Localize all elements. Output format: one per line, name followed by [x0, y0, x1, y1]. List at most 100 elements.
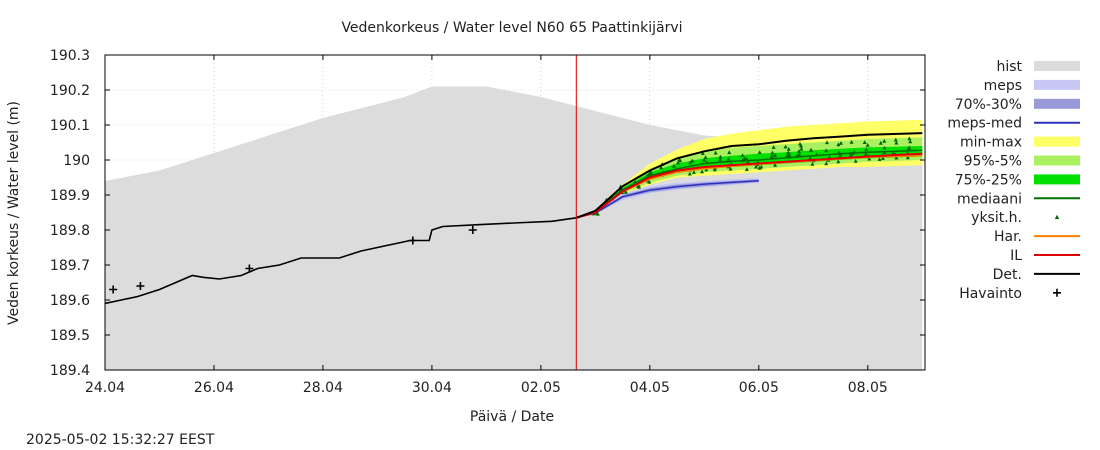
ensemble-member-point [688, 160, 693, 165]
legend-swatch [1034, 136, 1080, 147]
ensemble-member-point [824, 148, 829, 153]
ensemble-member-point [864, 147, 869, 152]
ensemble-member-point [894, 140, 899, 145]
legend-swatch [1054, 214, 1060, 219]
ensemble-member-point [713, 150, 718, 155]
x-tick-label: 08.05 [848, 380, 888, 396]
ensemble-member-point [849, 139, 854, 144]
legend-label: mediaani [957, 191, 1022, 207]
ensemble-member-point [878, 140, 883, 145]
ensemble-member-point [742, 156, 747, 161]
legend-swatch [1034, 174, 1080, 185]
y-axis-ticks: 189.4 189.5 189.6 189.7 189.8 189.9 190 190.1 19… [50, 48, 925, 379]
legend-label: 95%-5% [964, 154, 1022, 170]
series-lines [105, 132, 923, 305]
x-axis-ticks: 24.04 26.04 28.04 30.04 02.05 04.05 06.05 08.05 [85, 55, 888, 396]
havainto-marker [468, 226, 477, 234]
ensemble-member-point [894, 155, 899, 160]
ensemble-member-point [595, 211, 600, 215]
ensemble-member-point [905, 155, 910, 160]
ensemble-member-point [702, 157, 707, 162]
legend-item: hist [996, 59, 1080, 75]
legend: hist meps 70%-30% meps-med min-max 95%-5% 75%-… [947, 59, 1080, 302]
ensemble-member-point [865, 142, 870, 147]
ensemble-member-point [648, 171, 653, 175]
ensemble-member-point [740, 153, 745, 157]
ensemble-member-point [672, 163, 676, 168]
x-tick-label: 24.04 [85, 380, 125, 396]
ensemble-member-point [824, 161, 829, 166]
havainto-marker [408, 236, 417, 245]
ensemble-member-point [839, 141, 843, 145]
legend-label: meps-med [947, 116, 1022, 132]
x-tick-label: 04.05 [630, 380, 670, 396]
ensemble-member-point [893, 137, 898, 142]
legend-item: min-max [960, 135, 1080, 151]
ensemble-member-point [744, 167, 749, 171]
havainto-marker [136, 282, 145, 290]
ensemble-member-point [877, 157, 882, 161]
ensemble-member-point [769, 153, 774, 158]
ensemble-member-point [757, 150, 762, 154]
meps-med-line [576, 179, 759, 219]
ensemble-member-point [799, 143, 804, 148]
y-axis-label: Veden korkeus / Water level (m) [6, 101, 22, 325]
ensemble-member-point [757, 165, 762, 170]
legend-swatch [1034, 155, 1080, 166]
ensemble-member-point [754, 164, 758, 169]
ensemble-member-point [799, 146, 804, 151]
ensemble-member-point [700, 151, 705, 155]
mediaani-line [576, 149, 923, 219]
legend-label: Det. [993, 267, 1022, 283]
ensemble-member-point [770, 150, 775, 155]
ensemble-member-point [787, 152, 792, 157]
ensemble-member-point [864, 151, 868, 156]
ensemble-member-point [882, 138, 887, 143]
ensemble-member-point [825, 140, 829, 145]
ensemble-member-point [703, 155, 708, 159]
ensemble-member-point [785, 153, 790, 158]
ensemble-member-point [676, 160, 680, 165]
legend-label: 75%-25% [955, 172, 1022, 188]
ensemble-member-point [746, 159, 750, 164]
ensemble-member-point [727, 150, 732, 155]
ensemble-member-point [862, 140, 867, 144]
legend-item: 75%-25% [955, 172, 1080, 188]
legend-item: IL [1010, 248, 1080, 264]
ensemble-member-point [773, 162, 778, 167]
il-line [576, 152, 923, 219]
havainto-marker [109, 285, 118, 294]
ensemble-member-point [853, 159, 858, 163]
y-tick-label: 189.4 [50, 363, 90, 379]
ensemble-member-point [659, 165, 664, 170]
legend-label: Havainto [959, 286, 1022, 302]
ensemble-member-point [718, 157, 723, 162]
legend-item: yksit.h. [971, 210, 1060, 226]
x-tick-label: 30.04 [412, 380, 452, 396]
ensemble-member-point [810, 161, 815, 166]
ensemble-member-point [906, 146, 911, 150]
x-tick-label: 06.05 [739, 380, 779, 396]
ensemble-member-point [726, 157, 731, 161]
ensemble-member-point [797, 149, 801, 153]
ensemble-member-point [623, 189, 628, 194]
y-tick-label: 190.3 [50, 48, 90, 64]
ensemble-member-point [712, 167, 717, 172]
legend-item: 95%-5% [964, 154, 1080, 170]
havainto-marker [245, 264, 254, 273]
observed-line [105, 217, 577, 305]
x-axis-label: Päivä / Date [470, 409, 554, 425]
legend-label: yksit.h. [971, 210, 1022, 226]
ensemble-member-point [690, 158, 695, 163]
legend-item: Har. [994, 229, 1080, 245]
ensemble-member-point [880, 156, 885, 160]
legend-item: mediaani [957, 191, 1080, 207]
legend-swatch [1053, 288, 1061, 297]
ensemble-member-point [783, 144, 788, 149]
ensemble-member-point [691, 170, 696, 174]
legend-label: Har. [994, 229, 1022, 245]
legend-item: Havainto [959, 286, 1061, 302]
legend-label: IL [1010, 248, 1022, 264]
legend-swatch [1034, 98, 1080, 109]
y-tick-label: 189.5 [50, 328, 90, 344]
